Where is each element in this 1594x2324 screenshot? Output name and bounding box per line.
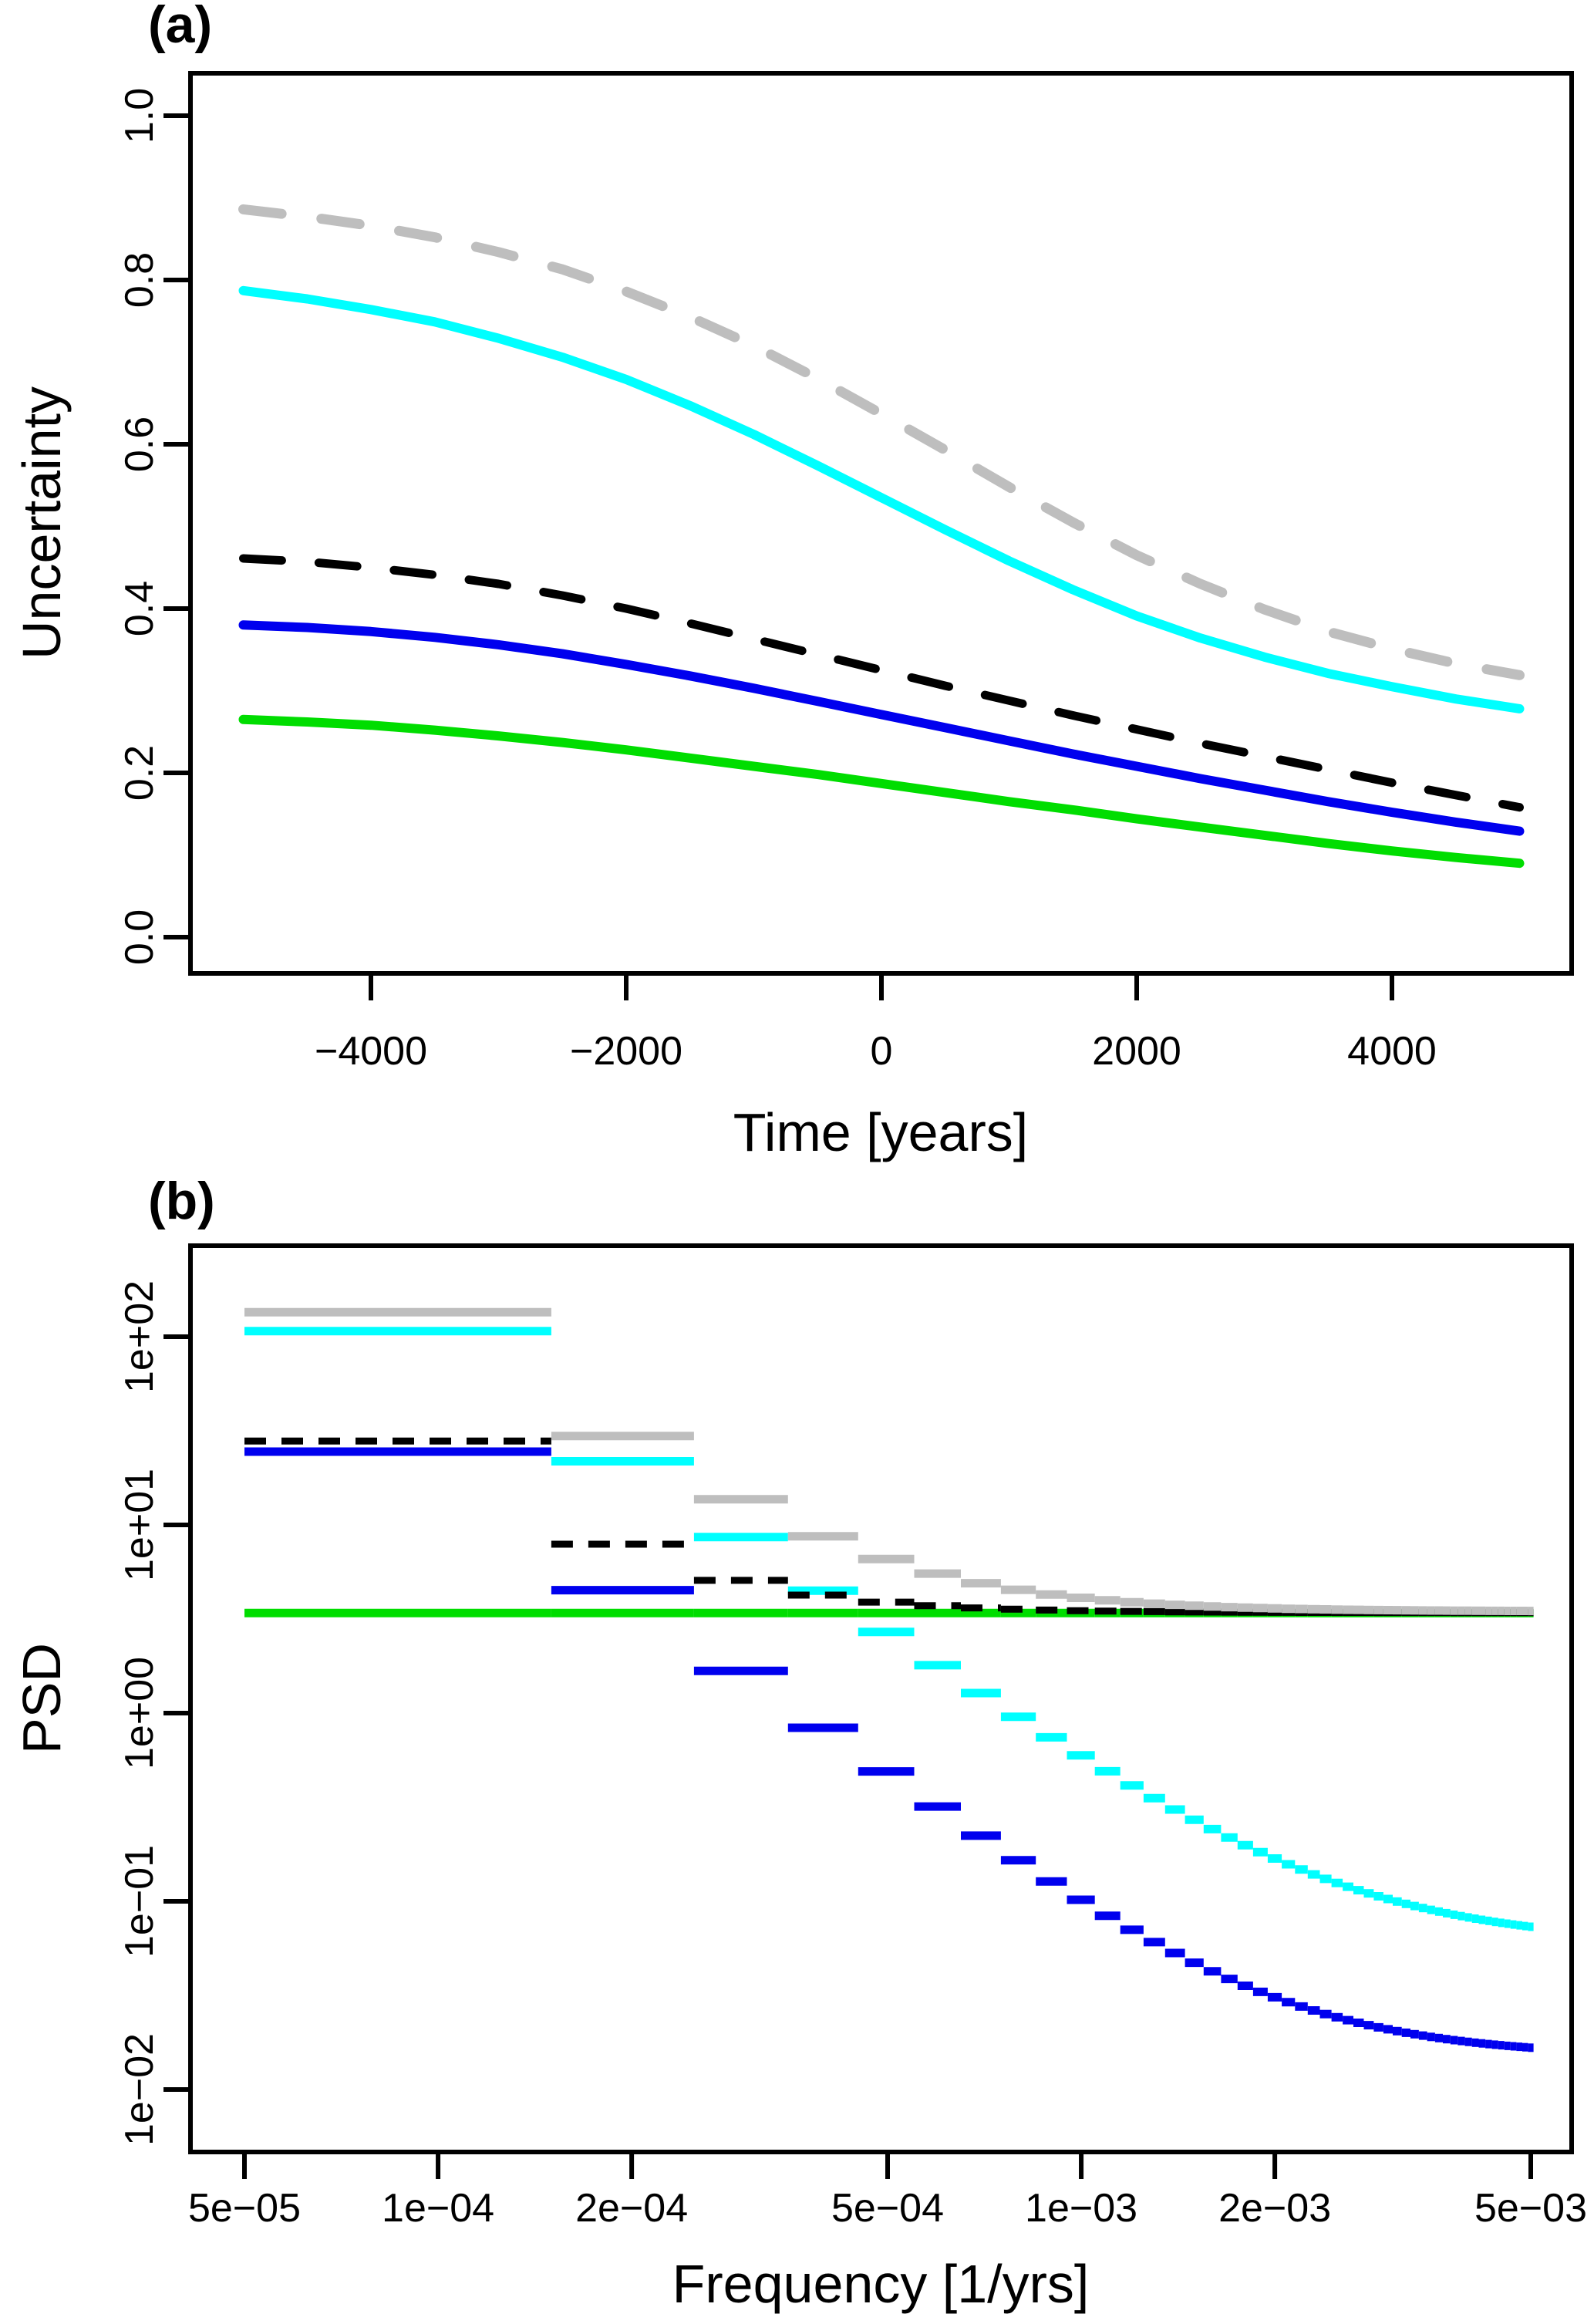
curve-blue-solid xyxy=(238,620,1525,836)
x-tick-label: 2e−03 xyxy=(1218,2186,1331,2231)
curve-cyan-solid xyxy=(238,285,1525,713)
curve-gray-dashed xyxy=(238,204,1525,680)
panel-b-letter: (b) xyxy=(148,1172,215,1230)
panel-a-letter: (a) xyxy=(148,0,212,54)
y-tick-label: 0.8 xyxy=(117,252,162,308)
panel-b-psd-steps xyxy=(244,1307,1534,2052)
x-tick-label: 2e−04 xyxy=(575,2186,688,2231)
panel-a-plot-box xyxy=(188,71,1574,976)
panel-b-plot-box xyxy=(188,1243,1574,2154)
panel-a-x-axis-title: Time [years] xyxy=(733,1102,1028,1162)
y-tick-label: 1.0 xyxy=(117,88,162,143)
y-tick-label: 1e−01 xyxy=(117,1845,162,1958)
y-tick-label: 1e+00 xyxy=(117,1657,162,1769)
panel-b-y-axis-ticks: 1e+02 1e+01 1e+00 1e−01 1e−02 xyxy=(117,1280,190,2146)
y-tick-label: 1e+01 xyxy=(117,1469,162,1581)
y-tick-label: 0.4 xyxy=(117,581,162,636)
y-tick-label: 0.6 xyxy=(117,417,162,472)
x-tick-label: 5e−03 xyxy=(1474,2186,1587,2231)
panel-b-y-axis-title: PSD xyxy=(12,1643,72,1754)
x-tick-label: 5e−04 xyxy=(831,2186,944,2231)
panel-a-x-axis-ticks: −4000 −2000 0 2000 4000 xyxy=(315,973,1437,1074)
x-tick-label: 2000 xyxy=(1092,1029,1181,1074)
x-tick-label: 1e−03 xyxy=(1025,2186,1137,2231)
x-tick-label: −2000 xyxy=(570,1029,682,1074)
panel-b-x-axis-ticks: 5e−05 1e−04 2e−04 5e−04 1e−03 2e−03 5e−03 xyxy=(188,2152,1587,2231)
y-tick-label: 0.2 xyxy=(117,745,162,801)
y-tick-label: 1e+02 xyxy=(117,1280,162,1393)
x-tick-label: 5e−05 xyxy=(188,2186,301,2231)
y-tick-label: 0.0 xyxy=(117,909,162,965)
panel-b: (b) 5e−05 1e−04 2e−04 5e−04 1e−03 2e−03 5e−03 … xyxy=(12,1172,1587,2314)
y-tick-label: 1e−02 xyxy=(117,2033,162,2146)
x-tick-label: 4000 xyxy=(1347,1029,1437,1074)
panel-a-y-axis-title: Uncertainty xyxy=(12,386,72,659)
panel-a-y-axis-ticks: 0.0 0.2 0.4 0.6 0.8 1.0 xyxy=(117,88,190,965)
curve-green-solid xyxy=(238,714,1525,869)
x-tick-label: 0 xyxy=(871,1029,893,1074)
panel-a-curves xyxy=(238,204,1525,869)
x-tick-label: 1e−04 xyxy=(382,2186,494,2231)
x-tick-label: −4000 xyxy=(315,1029,427,1074)
panel-b-x-axis-title: Frequency [1/yrs] xyxy=(672,2254,1090,2314)
panel-a: (a) −4000 −2000 0 2000 4000 0.0 0.2 0.4 0.6 0.8 1… xyxy=(12,0,1574,1162)
curve-black-dashed xyxy=(239,554,1524,812)
